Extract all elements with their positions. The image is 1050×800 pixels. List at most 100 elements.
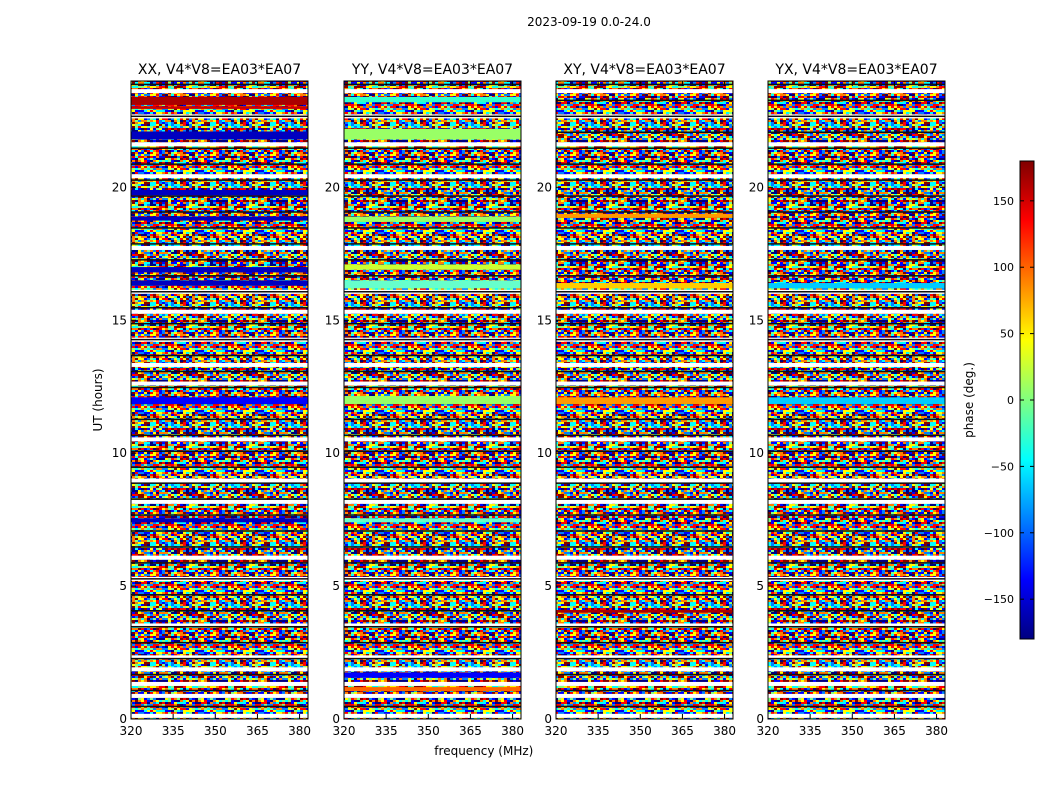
scan-line bbox=[344, 275, 521, 277]
flag-gap bbox=[556, 309, 733, 314]
scan-line bbox=[768, 243, 945, 245]
flag-gap bbox=[131, 667, 308, 672]
x-tick-label: 380 bbox=[288, 724, 311, 738]
scan-line bbox=[344, 641, 521, 644]
scan-line bbox=[556, 386, 733, 389]
flag-gap bbox=[344, 478, 521, 483]
scan-line bbox=[344, 657, 521, 660]
y-axis-label: UT (hours) bbox=[91, 368, 105, 431]
y-tick-label: 15 bbox=[325, 313, 340, 327]
flag-gap bbox=[768, 362, 945, 367]
flag-gap bbox=[768, 381, 945, 386]
panel-title: XX, V4*V8=EA03*EA07 bbox=[138, 62, 301, 78]
flag-gap bbox=[768, 655, 945, 660]
scan-line bbox=[131, 530, 308, 532]
scan-line bbox=[556, 705, 733, 708]
scan-line bbox=[768, 514, 945, 516]
scan-line bbox=[344, 338, 521, 341]
scan-line bbox=[768, 227, 945, 229]
scan-line bbox=[768, 641, 945, 644]
scan-line bbox=[768, 99, 945, 102]
scan-line bbox=[344, 386, 521, 389]
scan-line bbox=[556, 578, 733, 580]
scan-line bbox=[344, 546, 521, 548]
scan-line bbox=[131, 594, 308, 596]
flag-gap bbox=[344, 499, 521, 504]
scan-line bbox=[556, 115, 733, 118]
scan-line bbox=[344, 115, 521, 118]
scan-line bbox=[131, 514, 308, 516]
flag-gap bbox=[131, 681, 308, 686]
panel-frame bbox=[343, 80, 522, 720]
scan-line bbox=[131, 259, 308, 261]
panel-frame bbox=[767, 80, 946, 720]
scan-line bbox=[556, 673, 733, 676]
x-tick-label: 320 bbox=[120, 724, 143, 738]
scan-line bbox=[556, 370, 733, 373]
phase-band bbox=[344, 672, 521, 678]
scan-line bbox=[768, 689, 945, 692]
scan-line bbox=[344, 354, 521, 357]
scan-line bbox=[344, 530, 521, 532]
scan-line bbox=[768, 211, 945, 213]
scan-line bbox=[768, 594, 945, 596]
flag-gap bbox=[131, 623, 308, 628]
flag-gap bbox=[556, 381, 733, 386]
scan-line bbox=[768, 498, 945, 500]
scan-line bbox=[768, 179, 945, 181]
flag-gap bbox=[131, 89, 308, 94]
flag-gap bbox=[131, 499, 308, 504]
scan-line bbox=[344, 434, 521, 437]
y-tick-label: 10 bbox=[749, 446, 764, 460]
scan-line bbox=[556, 562, 733, 564]
x-tick-label: 320 bbox=[545, 724, 568, 738]
flag-gap bbox=[344, 437, 521, 442]
flag-gap bbox=[768, 499, 945, 504]
scan-line bbox=[768, 610, 945, 612]
x-tick-label: 365 bbox=[459, 724, 482, 738]
x-tick-label: 350 bbox=[204, 724, 227, 738]
x-tick-label: 320 bbox=[757, 724, 780, 738]
scan-line bbox=[131, 147, 308, 149]
y-tick-label: 15 bbox=[112, 313, 127, 327]
y-tick-label: 20 bbox=[537, 180, 552, 194]
x-tick-label: 365 bbox=[883, 724, 906, 738]
flag-gap bbox=[344, 309, 521, 314]
scan-line bbox=[344, 625, 521, 628]
figure-title: 2023-09-19 0.0-24.0 bbox=[527, 15, 651, 29]
scan-line bbox=[131, 705, 308, 708]
scan-line bbox=[556, 131, 733, 134]
scan-line bbox=[131, 673, 308, 676]
phase-band bbox=[344, 128, 521, 140]
panel-title: YX, V4*V8=EA03*EA07 bbox=[774, 62, 937, 78]
flag-gap bbox=[768, 142, 945, 147]
x-tick-label: 365 bbox=[246, 724, 269, 738]
phase-band bbox=[344, 280, 521, 289]
scan-line bbox=[131, 418, 308, 421]
x-tick-label: 335 bbox=[162, 724, 185, 738]
phase-band bbox=[131, 96, 308, 105]
flag-gap bbox=[344, 174, 521, 179]
flag-gap bbox=[768, 309, 945, 314]
flag-gap bbox=[131, 381, 308, 386]
scan-line bbox=[344, 83, 521, 86]
flag-gap bbox=[131, 555, 308, 560]
phase-band bbox=[131, 216, 308, 221]
scan-line bbox=[768, 163, 945, 165]
flag-gap bbox=[556, 623, 733, 628]
y-tick-label: 15 bbox=[537, 313, 552, 327]
scan-line bbox=[344, 466, 521, 468]
scan-line bbox=[556, 418, 733, 421]
scan-line bbox=[556, 306, 733, 309]
phase-band bbox=[131, 189, 308, 196]
scan-line bbox=[344, 291, 521, 293]
scan-line bbox=[556, 259, 733, 261]
x-tick-label: 350 bbox=[841, 724, 864, 738]
scan-line bbox=[556, 594, 733, 596]
phase-band bbox=[131, 106, 308, 109]
flag-gap bbox=[344, 362, 521, 367]
scan-line bbox=[344, 370, 521, 373]
scan-line bbox=[131, 354, 308, 357]
scan-line bbox=[768, 578, 945, 580]
